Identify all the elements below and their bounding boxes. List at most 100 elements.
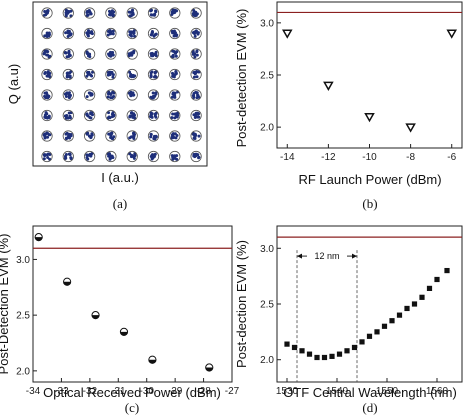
panel-a-ylabel: Q (a.u) (6, 64, 21, 104)
panel-b-point (323, 81, 334, 91)
constellation-point (84, 68, 96, 81)
panel-b-xtick-label: -8 (406, 152, 415, 163)
panel-d-annotation-label: 12 nm (314, 251, 339, 261)
panel-d-point (329, 353, 335, 359)
constellation-point (84, 48, 96, 60)
constellation-point (190, 89, 202, 101)
constellation-point (62, 130, 74, 142)
panel-d-caption: (d) (362, 400, 377, 415)
panel-d-point (314, 354, 320, 361)
panel-d-ylabel: Post-dection EVM (%) (234, 240, 249, 368)
panel-d-point (306, 351, 313, 357)
panel-b-xtick-label: -10 (362, 152, 377, 163)
panel-b-ylabel: Post-detection EVM (%) (234, 9, 249, 148)
constellation-point (84, 109, 96, 122)
panel-c-point (148, 355, 157, 364)
panel-d-point (344, 348, 350, 354)
panel-d-point (336, 351, 343, 357)
constellation-point (126, 48, 138, 60)
panel-c-point (205, 363, 214, 372)
constellation-point (84, 150, 96, 163)
constellation-point (147, 109, 160, 122)
constellation-point (169, 130, 181, 142)
constellation-point (84, 89, 96, 101)
panel-d-point (366, 333, 373, 339)
constellation-point (84, 130, 96, 142)
panel-d-point (396, 312, 403, 318)
constellation-diagram (41, 7, 202, 163)
panel-c-xlabel: Optical Received Power (dBm) (43, 385, 221, 400)
panel-b-ytick-label: 2.5 (260, 71, 274, 82)
panel-b-ytick-label: 3.0 (260, 18, 274, 29)
panel-c-xtick-label: -34 (26, 386, 41, 397)
panel-c-ytick-label: 2.5 (16, 311, 30, 322)
constellation-point (62, 150, 74, 163)
panel-d-ytick-label: 3.0 (260, 244, 274, 255)
annotation-arrowhead-left (297, 253, 302, 259)
panel-d-point (381, 323, 388, 329)
constellation-point (62, 89, 74, 101)
constellation-point (147, 89, 160, 101)
panel-c-xtick-label: -31 (111, 386, 126, 397)
constellation-point (84, 27, 96, 40)
panel-d-point (321, 354, 328, 361)
constellation-point (105, 109, 117, 122)
panel-c-point (63, 277, 72, 286)
panel-d-point (351, 344, 358, 351)
panel-d-point (404, 305, 410, 312)
panel-d-xtick-label: 1550 (376, 386, 399, 397)
constellation-point (105, 27, 117, 40)
constellation-point (169, 48, 181, 60)
constellation-point (169, 150, 181, 163)
panel-a: Q (a.u) I (a.u.) (a) (6, 1, 208, 211)
constellation-point (190, 130, 202, 142)
panel-c-xtick-label: -32 (83, 386, 98, 397)
panel-d-ytick-label: 2.0 (260, 355, 274, 366)
panel-b-xlabel: RF Launch Power (dBm) (298, 172, 441, 187)
constellation-point (147, 27, 160, 40)
panel-b: -14 -12 -10 -8 -6 2.0 2.5 3.0 Post-detection EV… (234, 1, 463, 211)
panel-d-xtick-label: 1540 (326, 386, 349, 397)
constellation-point (147, 68, 160, 81)
panel-b-point (364, 112, 375, 123)
panel-c-xtick-label: -30 (139, 386, 154, 397)
panel-c-point (119, 327, 129, 336)
constellation-point (62, 68, 74, 81)
annotation-arrowhead-right (352, 253, 357, 259)
panel-d-bandwidth-annotation (296, 250, 358, 382)
constellation-point (126, 27, 138, 40)
panel-c-markers (34, 233, 214, 372)
panel-b-point (405, 123, 416, 133)
panel-d-frame (276, 225, 463, 383)
constellation-point (41, 89, 53, 101)
panel-c-xtick-label: -29 (168, 386, 183, 397)
panel-d-point (419, 294, 425, 300)
panel-d-point (359, 339, 365, 345)
panel-d-point (426, 285, 433, 291)
panel-d-point (284, 341, 290, 347)
constellation-point (126, 150, 138, 163)
constellation-point (147, 130, 160, 142)
panel-d-point (374, 329, 380, 335)
panel-d-xtick-label: 1530 (276, 386, 299, 397)
panel-d-point (299, 348, 305, 354)
panel-c-xtick-label: -28 (196, 386, 211, 397)
constellation-point (41, 150, 53, 163)
constellation-point (169, 7, 181, 19)
constellation-point (41, 27, 53, 40)
constellation-point (105, 150, 117, 163)
constellation-point (190, 27, 202, 40)
constellation-point (147, 150, 160, 163)
constellation-point (41, 109, 53, 122)
panel-c-ytick-label: 3.0 (16, 255, 30, 266)
panel-a-caption: (a) (113, 196, 127, 211)
constellation-point (169, 68, 181, 81)
constellation-point (62, 27, 74, 40)
constellation-point (105, 7, 117, 19)
panel-b-ytick-label: 2.0 (260, 123, 274, 134)
panel-b-xtick-label: -12 (321, 152, 336, 163)
panel-d-point (291, 344, 298, 351)
panel-d-point (444, 267, 450, 274)
panel-b-point (281, 29, 293, 39)
constellation-point (190, 68, 202, 81)
